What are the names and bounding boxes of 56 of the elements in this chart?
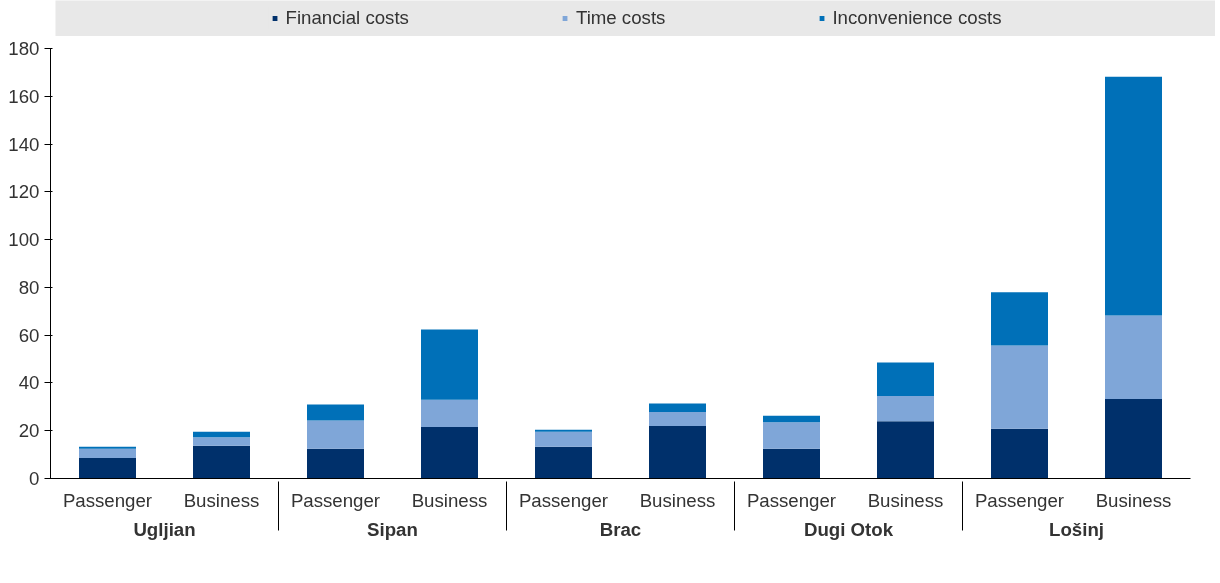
y-tick-label: 20 bbox=[18, 420, 40, 442]
text: Sipan bbox=[367, 518, 418, 540]
x-tick-label: Passenger bbox=[746, 489, 837, 511]
bar bbox=[877, 396, 934, 422]
bar bbox=[421, 329, 478, 400]
bar bbox=[991, 292, 1048, 346]
text: Ugljian bbox=[133, 518, 196, 540]
y-tick-label: 40 bbox=[18, 372, 40, 394]
bar bbox=[535, 446, 592, 479]
y-tick-label: 80 bbox=[18, 276, 40, 298]
bar bbox=[763, 422, 820, 449]
y-tick-label: 160 bbox=[8, 85, 40, 107]
bar bbox=[193, 445, 250, 479]
bar bbox=[763, 448, 820, 479]
bar bbox=[649, 425, 706, 479]
bar bbox=[763, 415, 820, 423]
bar bbox=[991, 428, 1048, 479]
text: Lošinj bbox=[1049, 518, 1104, 540]
bar bbox=[649, 403, 706, 413]
bar bbox=[307, 404, 364, 421]
text: Brac bbox=[599, 518, 642, 540]
legend-label: Financial costs bbox=[285, 7, 409, 29]
bar bbox=[991, 345, 1048, 429]
bar bbox=[193, 431, 250, 438]
x-tick-label: Business bbox=[411, 489, 488, 511]
y-tick-label: 0 bbox=[29, 468, 40, 489]
legend-label: Time costs bbox=[575, 7, 666, 29]
x-tick-label: Passenger bbox=[62, 489, 153, 511]
x-tick-label: Business bbox=[867, 489, 944, 511]
text: Dugi Otok bbox=[803, 518, 894, 540]
bar bbox=[421, 399, 478, 427]
legend-label: Inconvenience costs bbox=[832, 7, 1002, 29]
y-tick-label: 60 bbox=[18, 324, 40, 346]
bar bbox=[193, 437, 250, 446]
bar bbox=[1105, 76, 1162, 316]
bar bbox=[79, 448, 136, 458]
bar bbox=[307, 448, 364, 479]
bar bbox=[535, 431, 592, 447]
x-tick-label: Business bbox=[639, 489, 716, 511]
x-tick-label: Business bbox=[183, 489, 260, 511]
y-tick-label: 100 bbox=[8, 229, 40, 251]
bar bbox=[421, 426, 478, 479]
bar bbox=[649, 412, 706, 426]
bar bbox=[877, 421, 934, 479]
x-tick-label: Passenger bbox=[290, 489, 381, 511]
bar bbox=[1105, 398, 1162, 479]
x-tick-label: Passenger bbox=[518, 489, 609, 511]
y-tick-label: 140 bbox=[8, 133, 40, 155]
bar bbox=[79, 457, 136, 479]
x-tick-label: Passenger bbox=[974, 489, 1065, 511]
bar bbox=[1105, 315, 1162, 399]
x-tick-label: Business bbox=[1095, 489, 1172, 511]
bar bbox=[877, 362, 934, 397]
y-tick-label: 180 bbox=[8, 38, 40, 59]
bar bbox=[307, 420, 364, 449]
y-tick-label: 120 bbox=[8, 181, 40, 203]
